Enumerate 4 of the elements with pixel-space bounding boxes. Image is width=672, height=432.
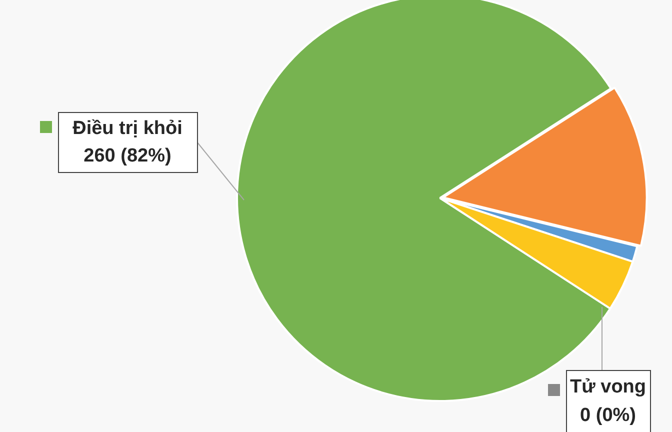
data-label: 260 (82%): [84, 146, 172, 167]
legend-label: Điều trị khỏi: [72, 118, 182, 140]
legend-label: Tử vong: [570, 376, 646, 398]
text: 0 (0%): [580, 405, 636, 426]
